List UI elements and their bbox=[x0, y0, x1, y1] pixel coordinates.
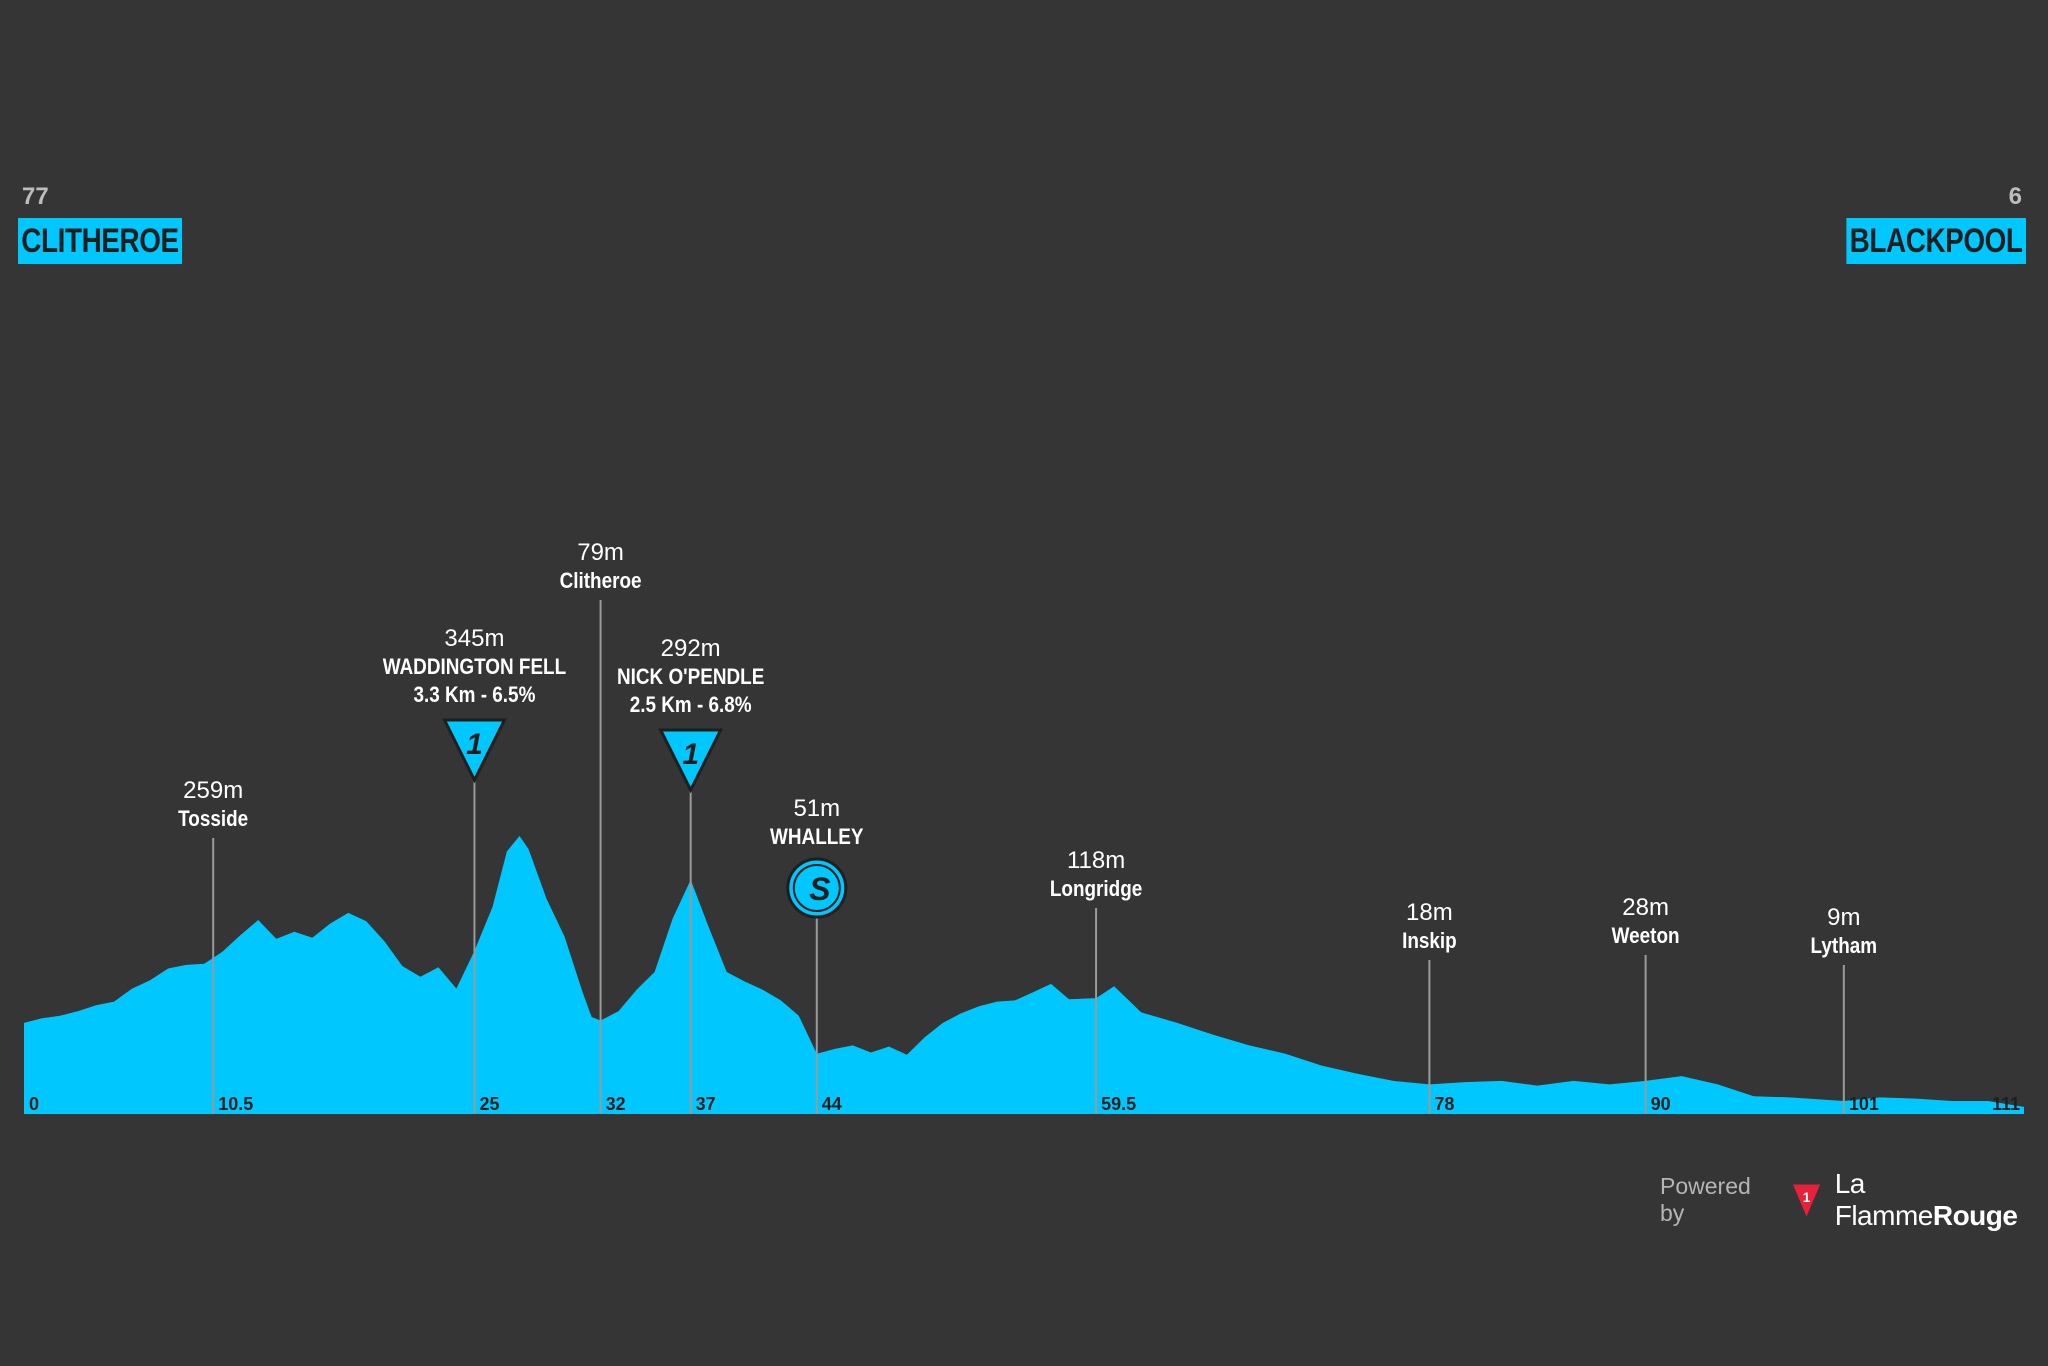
waypoint-name: Tosside bbox=[178, 807, 248, 832]
sprint-icon-ring bbox=[792, 864, 841, 912]
waypoint-altitude: 51m bbox=[793, 795, 840, 822]
mountain-category-label: 1 bbox=[682, 738, 699, 771]
start-town-label: CLITHEROE bbox=[18, 218, 182, 264]
km-tick-label: 59.5 bbox=[1101, 1094, 1136, 1114]
credit-brand-part-2: Rouge bbox=[1932, 1200, 2018, 1231]
waypoint-altitude: 292m bbox=[661, 635, 721, 662]
finish-town-label: BLACKPOOL bbox=[1846, 218, 2026, 264]
waypoint-name: Longridge bbox=[1050, 877, 1142, 902]
km-tick-label: 78 bbox=[1434, 1094, 1454, 1114]
waypoint-altitude: 118m bbox=[1067, 847, 1125, 874]
waypoint-name: Weeton bbox=[1612, 924, 1680, 949]
km-tick-label: 90 bbox=[1651, 1094, 1671, 1114]
credit-prefix: Powered by bbox=[1660, 1173, 1751, 1226]
waypoint-name: WADDINGTON FELL bbox=[383, 655, 566, 680]
powered-by-credit: Powered by 1 La FlammeRouge bbox=[1660, 1168, 2048, 1232]
waypoint-altitude: 79m bbox=[577, 539, 624, 566]
credit-brand-part-1: La Flamme bbox=[1834, 1168, 1934, 1231]
mountain-category-label: 1 bbox=[466, 728, 483, 761]
km-tick-label: 44 bbox=[822, 1094, 842, 1114]
waypoint-altitude: 345m bbox=[444, 625, 504, 652]
waypoint-altitude: 18m bbox=[1406, 899, 1453, 926]
distance-ticks: 0 10.5 25 32 37 44 59.5 78 90 101 111 bbox=[29, 1094, 2020, 1114]
km-tick-label: 37 bbox=[696, 1094, 716, 1114]
waypoint-altitude: 28m bbox=[1622, 894, 1669, 921]
km-tick-label: 10.5 bbox=[218, 1094, 253, 1114]
mountain-classification-icon bbox=[442, 718, 507, 784]
finish-altitude: 6 bbox=[2008, 183, 2022, 210]
waypoint-name: WHALLEY bbox=[770, 825, 864, 850]
waypoint-altitude: 9m bbox=[1827, 904, 1860, 931]
flamme-rouge-logo-icon: 1 bbox=[1792, 1184, 1820, 1217]
logo-text: 1 bbox=[1802, 1190, 1810, 1205]
waypoint-name: Clitheroe bbox=[560, 569, 642, 594]
start-altitude: 77 bbox=[22, 183, 49, 210]
waypoint-name: Inskip bbox=[1402, 929, 1457, 954]
sprint-icon bbox=[786, 857, 848, 919]
km-tick-label: 0 bbox=[29, 1094, 39, 1114]
sprint-label: S bbox=[809, 871, 831, 907]
km-tick-label: 111 bbox=[1992, 1094, 2020, 1114]
km-tick-label: 101 bbox=[1849, 1094, 1879, 1114]
climb-detail: 2.5 Km - 6.8% bbox=[630, 693, 752, 718]
mountain-classification-icon bbox=[658, 728, 724, 794]
km-tick-label: 25 bbox=[479, 1094, 499, 1114]
elevation-profile-area bbox=[24, 836, 2024, 1114]
credit-brand: La FlammeRouge bbox=[1835, 1168, 2048, 1232]
waypoint-name: Lytham bbox=[1811, 934, 1878, 959]
climb-detail: 3.3 Km - 6.5% bbox=[414, 683, 536, 708]
waypoint-name: NICK O'PENDLE bbox=[617, 665, 764, 690]
km-tick-label: 32 bbox=[606, 1094, 626, 1114]
waypoint-altitude: 259m bbox=[183, 777, 243, 804]
